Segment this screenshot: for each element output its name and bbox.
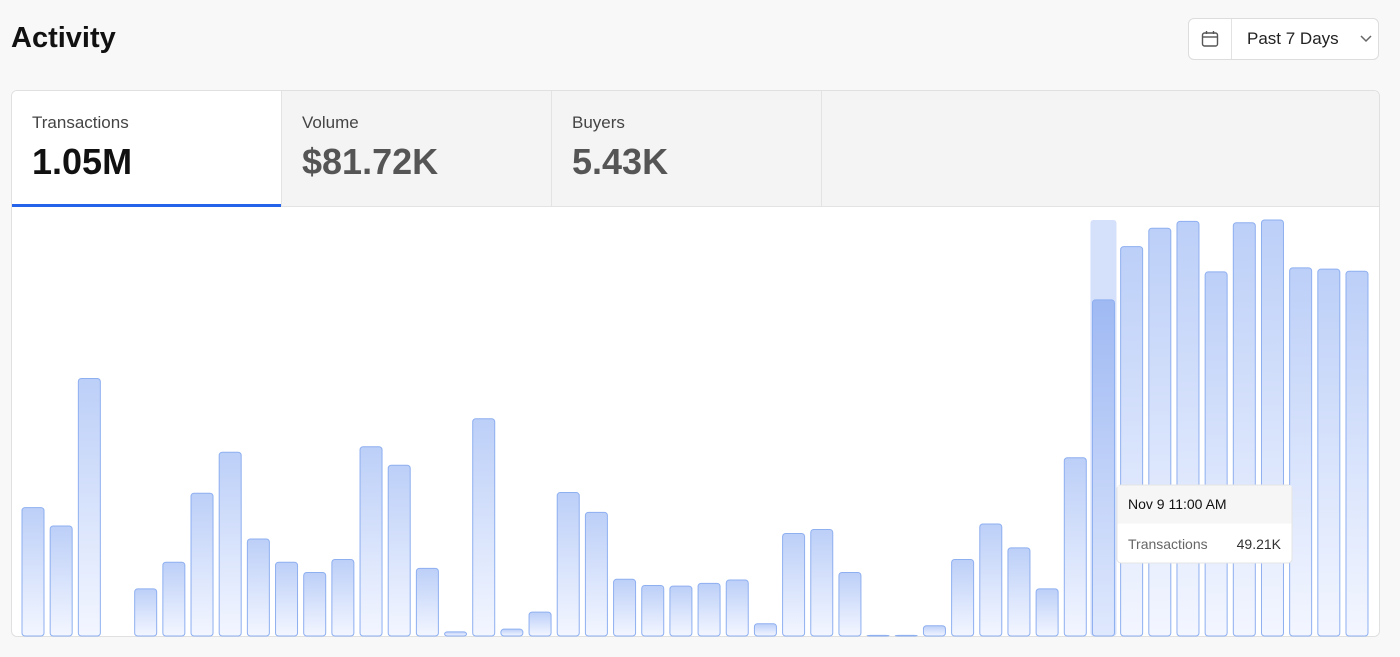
bar <box>1007 547 1031 637</box>
bar <box>500 628 524 637</box>
bar <box>922 625 946 637</box>
bar <box>725 579 749 637</box>
calendar-icon[interactable] <box>1189 19 1232 59</box>
tab-label: Volume <box>302 113 359 132</box>
bar <box>810 528 834 637</box>
bar <box>1035 588 1059 637</box>
bar <box>894 634 918 637</box>
bar <box>866 634 890 637</box>
bar <box>697 582 721 637</box>
bar <box>303 571 327 637</box>
bar <box>979 523 1003 637</box>
bar <box>1091 299 1115 637</box>
bar <box>1148 227 1172 637</box>
bar <box>49 525 73 637</box>
bar <box>1232 222 1256 637</box>
bar <box>21 507 45 637</box>
bar <box>584 511 608 637</box>
metric-tab[interactable]: Volume $81.72K <box>282 91 552 206</box>
bar <box>1345 270 1369 637</box>
tooltip-value: 49.21K <box>1237 536 1282 552</box>
bar <box>472 418 496 637</box>
bar <box>1317 268 1341 637</box>
bar <box>387 464 411 637</box>
tab-label: Buyers <box>572 113 625 132</box>
range-dropdown[interactable]: Past 7 Days <box>1188 18 1379 60</box>
bar <box>331 558 355 637</box>
bar <box>162 561 186 637</box>
bar <box>669 585 693 637</box>
tooltip-date: Nov 9 11:00 AM <box>1128 496 1227 512</box>
bar <box>1176 220 1200 637</box>
metric-tab[interactable]: Buyers 5.43K <box>552 91 822 206</box>
calendar-glyph <box>1201 31 1219 47</box>
tooltip-header <box>1117 485 1292 524</box>
tooltip-series: Transactions <box>1128 536 1208 552</box>
bar <box>190 492 214 637</box>
page-title: Activity <box>11 22 116 54</box>
bar <box>613 578 637 637</box>
bar <box>359 446 383 637</box>
bar <box>444 631 468 637</box>
tab-value: $81.72K <box>302 141 439 182</box>
chevron <box>1360 35 1372 43</box>
metric-tab[interactable]: Transactions 1.05M <box>12 91 282 207</box>
bar <box>838 571 862 637</box>
bar <box>641 584 665 637</box>
bar <box>218 451 242 637</box>
bar <box>556 492 580 637</box>
bar <box>246 538 270 637</box>
tab-value: 1.05M <box>32 141 133 182</box>
bar <box>77 377 101 637</box>
tab-label: Transactions <box>32 113 129 132</box>
bar <box>1289 267 1313 637</box>
range-label[interactable]: Past 7 Days <box>1247 29 1339 48</box>
bar <box>134 588 158 637</box>
bar <box>782 533 806 637</box>
bar <box>753 623 777 637</box>
tabs: Transactions 1.05M Volume $81.72K Buyers 5.43… <box>12 91 1379 207</box>
bar <box>1063 457 1087 637</box>
tab-value: 5.43K <box>572 141 669 182</box>
bar <box>528 611 552 637</box>
bar <box>275 561 299 637</box>
bar <box>951 558 975 637</box>
bar <box>1260 219 1284 637</box>
bar <box>1120 246 1144 637</box>
bar <box>1204 271 1228 637</box>
bar <box>415 567 439 637</box>
